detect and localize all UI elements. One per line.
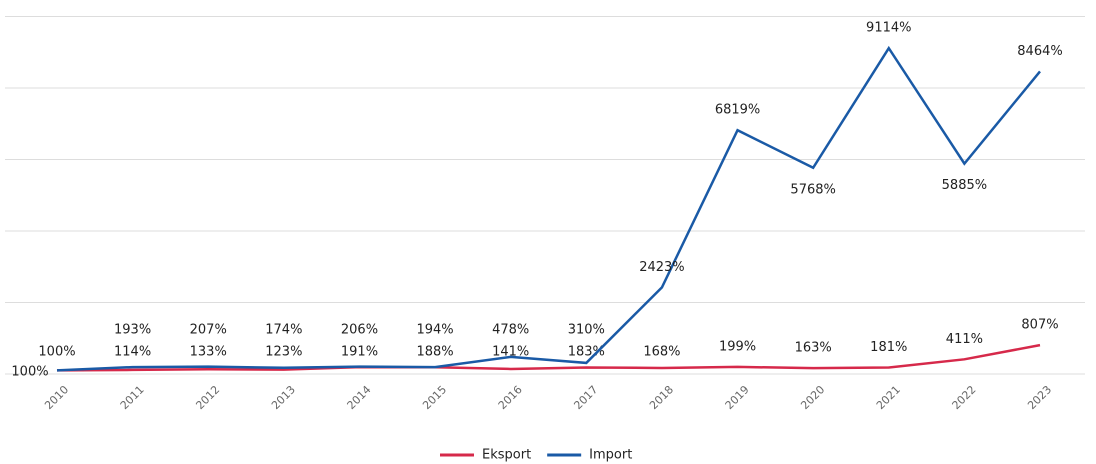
data-label: 8464% bbox=[1017, 44, 1062, 59]
data-label: 133% bbox=[190, 345, 227, 360]
data-label: 168% bbox=[643, 345, 680, 360]
x-tick-label: 2010 bbox=[42, 383, 71, 412]
data-label: 188% bbox=[416, 345, 453, 360]
x-tick-label: 2013 bbox=[269, 383, 298, 412]
data-label: 194% bbox=[416, 323, 453, 338]
x-tick-label: 2018 bbox=[647, 383, 676, 412]
data-label: 100% bbox=[11, 365, 48, 380]
data-label: 6819% bbox=[715, 103, 760, 118]
data-label: 114% bbox=[114, 345, 151, 360]
x-tick-label: 2016 bbox=[496, 383, 525, 412]
data-label: 141% bbox=[492, 345, 529, 360]
data-label: 807% bbox=[1021, 318, 1058, 333]
data-label: 123% bbox=[265, 345, 302, 360]
data-label: 206% bbox=[341, 323, 378, 338]
data-label: 193% bbox=[114, 323, 151, 338]
data-label: 310% bbox=[568, 323, 605, 338]
data-label: 183% bbox=[568, 345, 605, 360]
data-label: 207% bbox=[190, 323, 227, 338]
legend-label: Eksport bbox=[482, 448, 531, 463]
data-label: 9114% bbox=[866, 21, 911, 36]
x-tick-label: 2017 bbox=[571, 383, 600, 412]
data-label: 2423% bbox=[639, 260, 684, 275]
x-tick-label: 2023 bbox=[1025, 383, 1054, 412]
data-label: 181% bbox=[870, 340, 907, 355]
data-label: 100% bbox=[38, 345, 75, 360]
legend-label: Import bbox=[589, 448, 632, 463]
x-tick-label: 2019 bbox=[723, 383, 752, 412]
x-tick-label: 2015 bbox=[420, 383, 449, 412]
line-series bbox=[56, 45, 1041, 372]
x-tick-label: 2020 bbox=[798, 383, 827, 412]
data-label: 411% bbox=[946, 332, 983, 347]
data-label: 5885% bbox=[942, 178, 987, 193]
x-tick-label: 2014 bbox=[345, 383, 374, 412]
x-tick-label: 2011 bbox=[118, 383, 147, 412]
x-tick-label: 2021 bbox=[874, 383, 903, 412]
line-series bbox=[56, 343, 1041, 372]
x-tick-label: 2022 bbox=[950, 383, 979, 412]
data-label: 174% bbox=[265, 323, 302, 338]
data-label: 5768% bbox=[790, 182, 835, 197]
x-tick-label: 2012 bbox=[193, 383, 222, 412]
data-label: 163% bbox=[795, 341, 832, 356]
data-label: 191% bbox=[341, 345, 378, 360]
data-label: 478% bbox=[492, 323, 529, 338]
data-label: 199% bbox=[719, 339, 756, 354]
